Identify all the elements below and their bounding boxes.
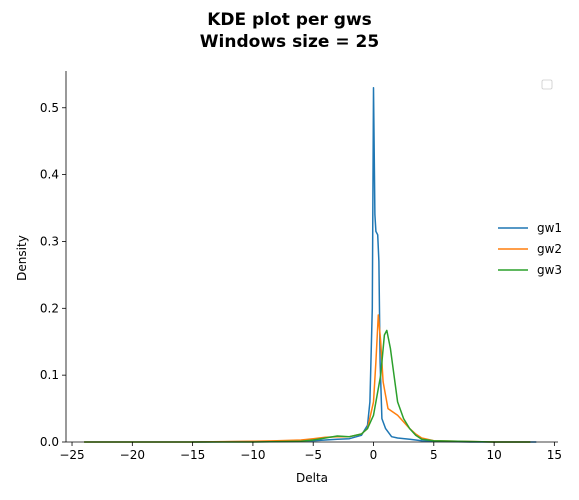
- series-line-gw3: [84, 329, 531, 443]
- x-tick-label: 0: [370, 448, 378, 462]
- x-tick-label: −5: [304, 448, 322, 462]
- chart-title-line-2: Windows size = 25: [200, 32, 379, 52]
- series-line-gw2: [84, 314, 531, 443]
- x-axis-label: Delta: [296, 471, 328, 485]
- series-line-gw1: [192, 86, 537, 443]
- x-tick-label: −20: [120, 448, 145, 462]
- x-tick-label: −15: [180, 448, 205, 462]
- y-tick-label: 0.0: [40, 435, 59, 449]
- axes: −25 −20 −15 −10 −5 0 5 10 15 0.0 0.1 0.2 0.3 0.4 0.5: [40, 71, 562, 462]
- y-tick-label: 0.2: [40, 301, 59, 315]
- y-tick-label: 0.5: [40, 101, 59, 115]
- y-tick-label: 0.4: [40, 168, 59, 182]
- x-tick-label: 10: [486, 448, 501, 462]
- legend-label-gw2: gw2: [537, 242, 562, 256]
- y-tick-label: 0.3: [40, 234, 59, 248]
- x-tick-label: 15: [547, 448, 562, 462]
- plot-lines: [84, 86, 537, 443]
- legend-label-gw3: gw3: [537, 263, 562, 277]
- x-tick-label: −25: [59, 448, 84, 462]
- legend-label-gw1: gw1: [537, 221, 562, 235]
- x-tick-label: 5: [430, 448, 438, 462]
- y-tick-label: 0.1: [40, 368, 59, 382]
- x-tick-label: −10: [240, 448, 265, 462]
- empty-legend-box: [541, 79, 553, 90]
- chart-title-line-1: KDE plot per gws: [207, 10, 372, 30]
- y-axis-label: Density: [15, 235, 29, 281]
- legend: gw1 gw2 gw3: [498, 221, 562, 277]
